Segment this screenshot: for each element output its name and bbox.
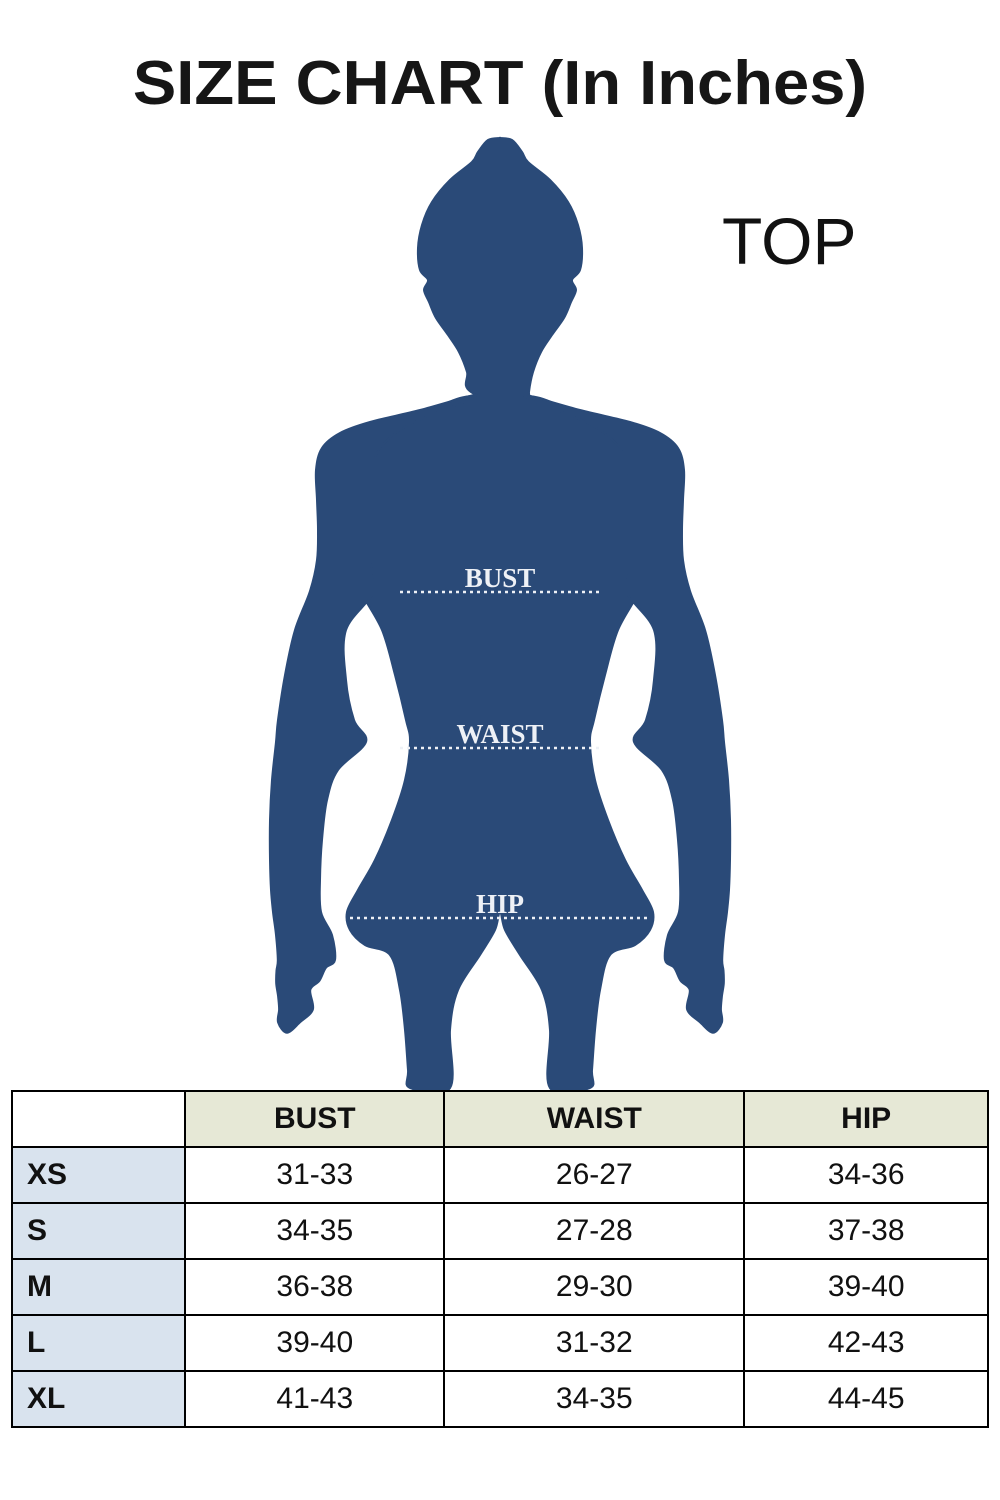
svg-text:BUST: BUST [465, 563, 536, 593]
svg-text:HIP: HIP [476, 889, 524, 919]
svg-text:WAIST: WAIST [456, 719, 543, 749]
